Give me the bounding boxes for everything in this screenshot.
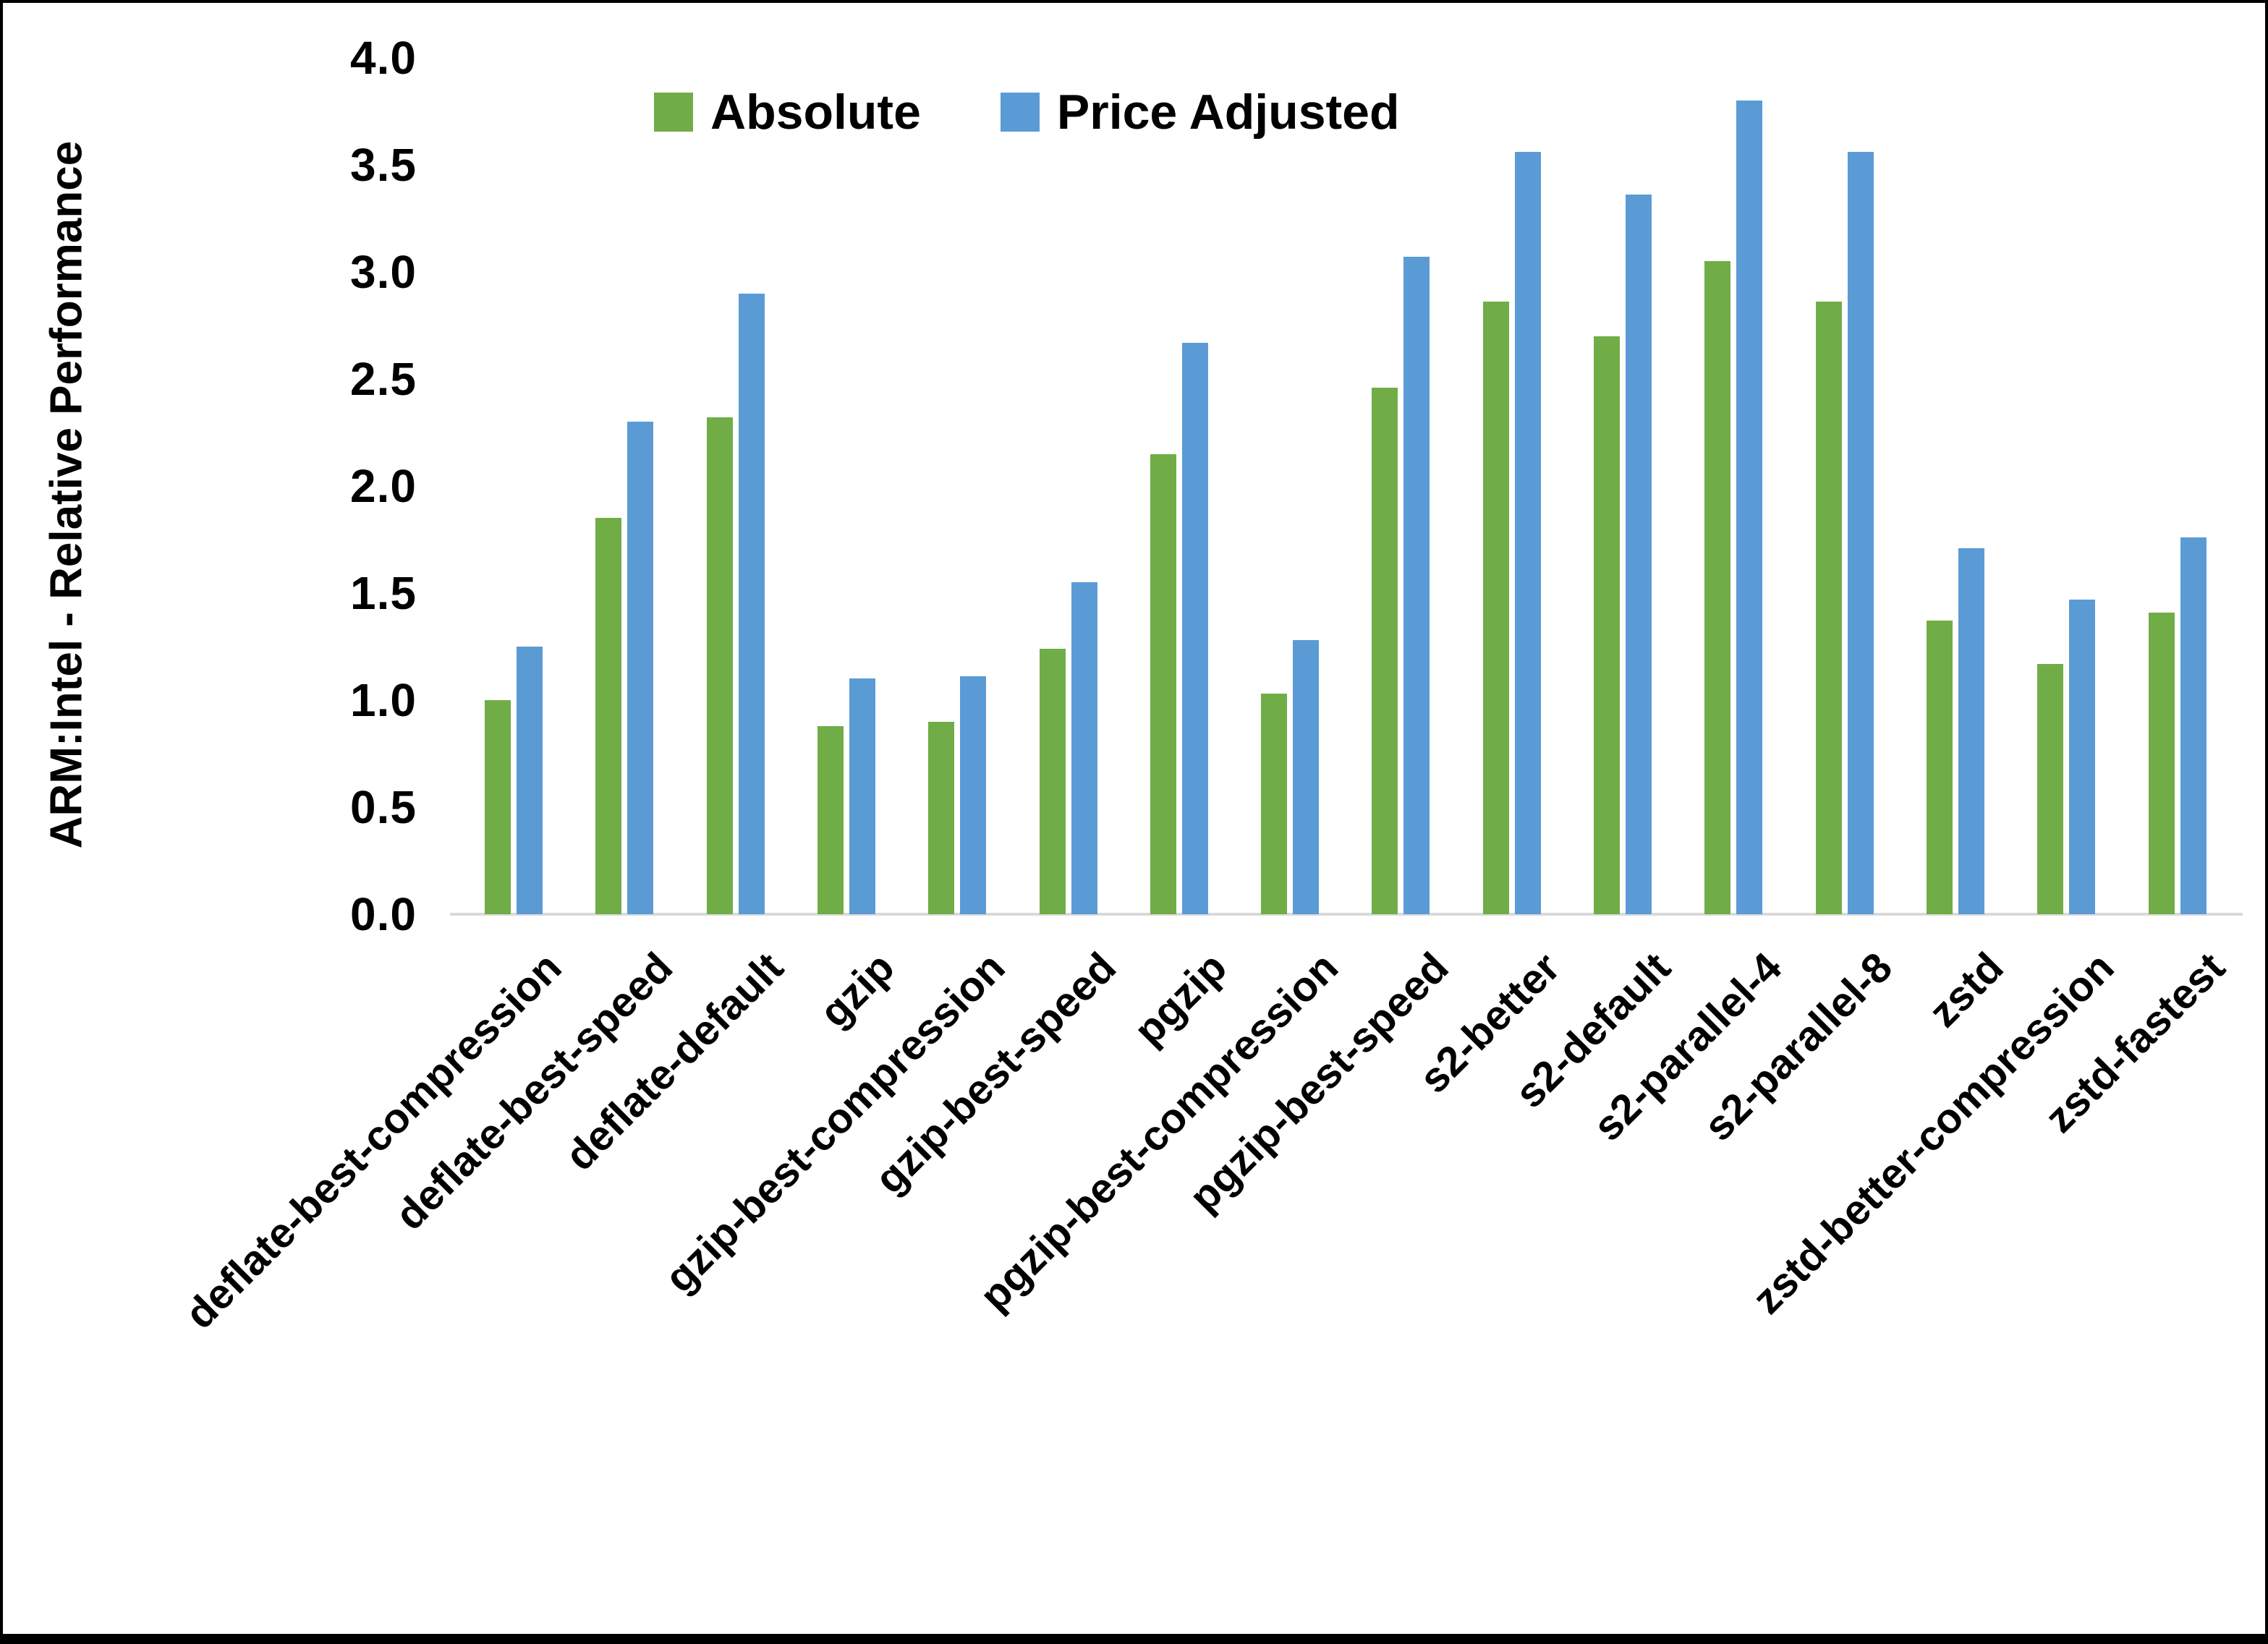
legend-swatch-icon	[1000, 93, 1040, 132]
bar-price-adjusted-zstd-fastest	[2180, 537, 2207, 914]
legend-item-absolute: Absolute	[654, 84, 921, 140]
bar-price-adjusted-zstd	[1958, 548, 1984, 914]
y-tick-label: 0.5	[350, 781, 417, 833]
bar-price-adjusted-pgzip	[1182, 343, 1208, 914]
bar-absolute-s2-default	[1594, 336, 1620, 914]
bar-price-adjusted-deflate-default	[739, 294, 765, 914]
bar-price-adjusted-zstd-better-compression	[2069, 600, 2095, 914]
x-category-label: zstd	[1919, 943, 2013, 1036]
y-axis-title: ARM:Intel - Relative Performance	[41, 140, 92, 849]
bar-absolute-gzip-best-speed	[1040, 649, 1066, 914]
bar-absolute-zstd-fastest	[2149, 613, 2175, 914]
bar-price-adjusted-s2-better	[1515, 152, 1541, 914]
bar-price-adjusted-gzip-best-speed	[1071, 582, 1097, 914]
bar-price-adjusted-pgzip-best-speed	[1403, 257, 1430, 914]
bar-price-adjusted-s2-parallel-8	[1848, 152, 1874, 914]
bar-absolute-zstd-better-compression	[2037, 664, 2063, 914]
bar-absolute-gzip-best-compression	[928, 722, 954, 914]
x-axis-line	[450, 913, 2243, 916]
bar-price-adjusted-gzip	[849, 678, 875, 914]
bar-absolute-pgzip-best-speed	[1372, 388, 1398, 914]
legend: Absolute Price Adjusted	[654, 84, 1400, 140]
bar-absolute-s2-parallel-8	[1816, 302, 1842, 914]
bar-price-adjusted-deflate-best-speed	[627, 422, 653, 914]
bar-absolute-zstd	[1927, 621, 1953, 914]
bar-absolute-pgzip-best-compression	[1261, 694, 1287, 914]
legend-label: Price Adjusted	[1056, 85, 1400, 140]
bar-price-adjusted-s2-default	[1626, 195, 1652, 914]
legend-item-price-adjusted: Price Adjusted	[1000, 84, 1400, 140]
bar-price-adjusted-deflate-best-compression	[517, 647, 543, 914]
bar-price-adjusted-s2-parallel-4	[1736, 101, 1762, 914]
bar-absolute-deflate-best-compression	[485, 700, 511, 914]
x-category-label: gzip	[810, 943, 904, 1036]
bar-absolute-s2-parallel-4	[1704, 261, 1730, 914]
legend-label: Absolute	[710, 85, 921, 140]
y-tick-label: 3.0	[350, 246, 417, 298]
y-tick-label: 4.0	[350, 32, 417, 84]
y-tick-label: 2.0	[350, 460, 417, 512]
y-tick-label: 1.0	[350, 674, 417, 726]
bar-absolute-deflate-default	[707, 417, 733, 914]
bar-absolute-pgzip	[1150, 454, 1176, 914]
bar-absolute-gzip	[817, 726, 844, 914]
bar-absolute-s2-better	[1483, 302, 1509, 914]
y-tick-label: 0.0	[350, 888, 417, 940]
y-tick-label: 1.5	[350, 567, 417, 619]
y-tick-label: 2.5	[350, 353, 417, 405]
bar-price-adjusted-pgzip-best-compression	[1293, 640, 1319, 914]
legend-swatch-icon	[654, 93, 693, 132]
bar-absolute-deflate-best-speed	[595, 518, 621, 914]
y-tick-label: 3.5	[350, 139, 417, 191]
bar-price-adjusted-gzip-best-compression	[960, 676, 986, 914]
